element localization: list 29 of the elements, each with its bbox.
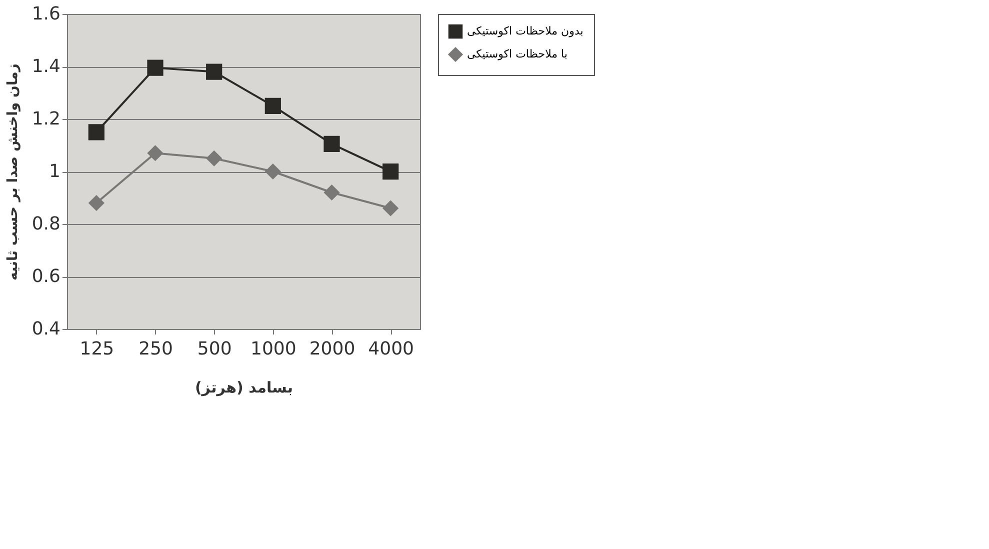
y-tick-label: 1 [49, 161, 60, 182]
point [206, 64, 222, 80]
y-tick-label: 1.6 [32, 4, 60, 24]
point [264, 98, 281, 114]
x-tick-label: 2000 [309, 338, 356, 360]
legend-label: با ملاحظات اکوستیکی [467, 48, 568, 60]
y-tick-label: 0.8 [32, 214, 60, 234]
x-tick-label: 1000 [250, 338, 296, 360]
point [88, 194, 104, 212]
point [382, 200, 399, 216]
point [382, 163, 399, 180]
y-axis-title: زمان واخنش صدا بر حسب ثانیه [4, 64, 21, 280]
y-tick-label: 1.2 [32, 108, 60, 130]
x-tick-label: 125 [80, 338, 114, 360]
x-axis-title: بسامد (هرتز) [194, 378, 294, 396]
point [147, 145, 164, 162]
legend-label: بدون ملاحظات اکوستیکی [467, 24, 584, 38]
x-tick-label: 4000 [368, 338, 414, 360]
point [324, 136, 340, 152]
y-tick-label: 0.6 [32, 266, 60, 287]
point [88, 124, 104, 140]
x-tick-label: 500 [197, 338, 232, 360]
x-tick-label: 250 [138, 338, 173, 360]
point [147, 60, 164, 76]
point [324, 184, 340, 201]
y-tick-label: 0.4 [32, 318, 60, 340]
y-tick-label: 1.4 [32, 56, 60, 77]
point [264, 163, 281, 180]
point [206, 150, 222, 166]
